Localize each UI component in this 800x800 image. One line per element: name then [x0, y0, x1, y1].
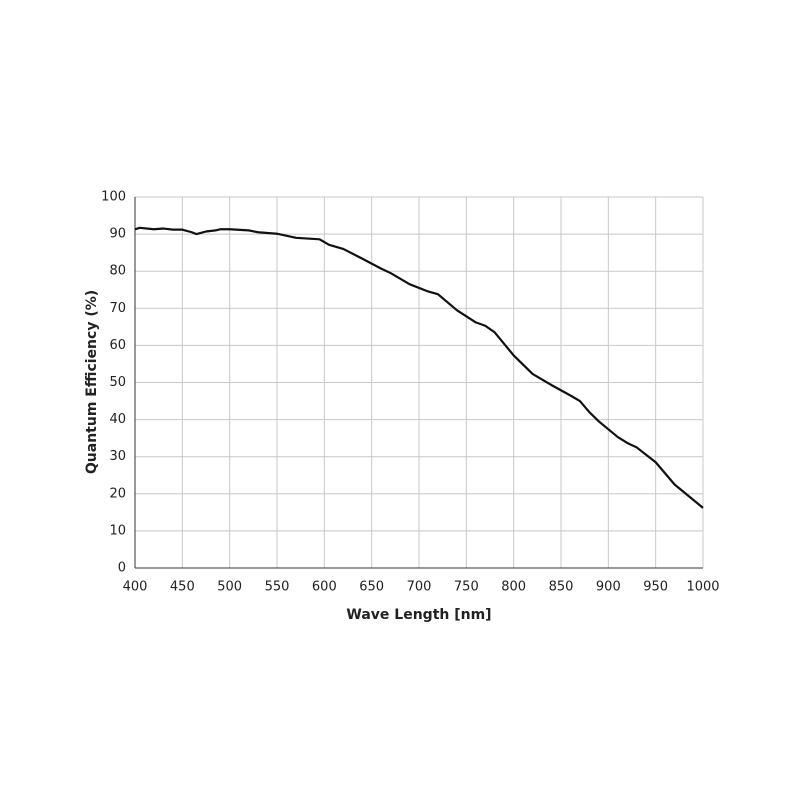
data-line: [134, 226, 704, 509]
x-tick-label: 1000: [686, 580, 719, 595]
y-tick-label: 30: [109, 449, 126, 464]
y-tick-label: 50: [109, 375, 126, 390]
x-tick-label: 500: [217, 580, 242, 595]
x-tick-label: 550: [265, 580, 290, 595]
x-tick-label: 650: [359, 580, 384, 595]
y-tick-label: 0: [118, 561, 126, 576]
x-tick-label: 950: [643, 580, 668, 595]
x-tick-label: 700: [407, 580, 432, 595]
y-tick-label: 90: [109, 227, 126, 242]
y-tick-label: 40: [109, 412, 126, 427]
x-axis-title: Wave Length [nm]: [346, 607, 491, 623]
y-tick-label: 100: [101, 190, 126, 205]
x-tick-label: 400: [123, 580, 148, 595]
x-tick-label: 900: [596, 580, 621, 595]
x-tick-label: 800: [501, 580, 526, 595]
y-tick-label: 60: [109, 338, 126, 353]
x-tick-label: 450: [170, 580, 195, 595]
y-tick-label: 80: [109, 264, 126, 279]
x-tick-label: 850: [549, 580, 574, 595]
y-tick-label: 20: [109, 486, 126, 501]
x-tick-label: 600: [312, 580, 337, 595]
x-tick-label: 750: [454, 580, 479, 595]
y-axis-title: Quantum Efficiency (%): [84, 290, 100, 474]
y-tick-label: 10: [109, 523, 126, 538]
y-tick-label: 70: [109, 301, 126, 316]
